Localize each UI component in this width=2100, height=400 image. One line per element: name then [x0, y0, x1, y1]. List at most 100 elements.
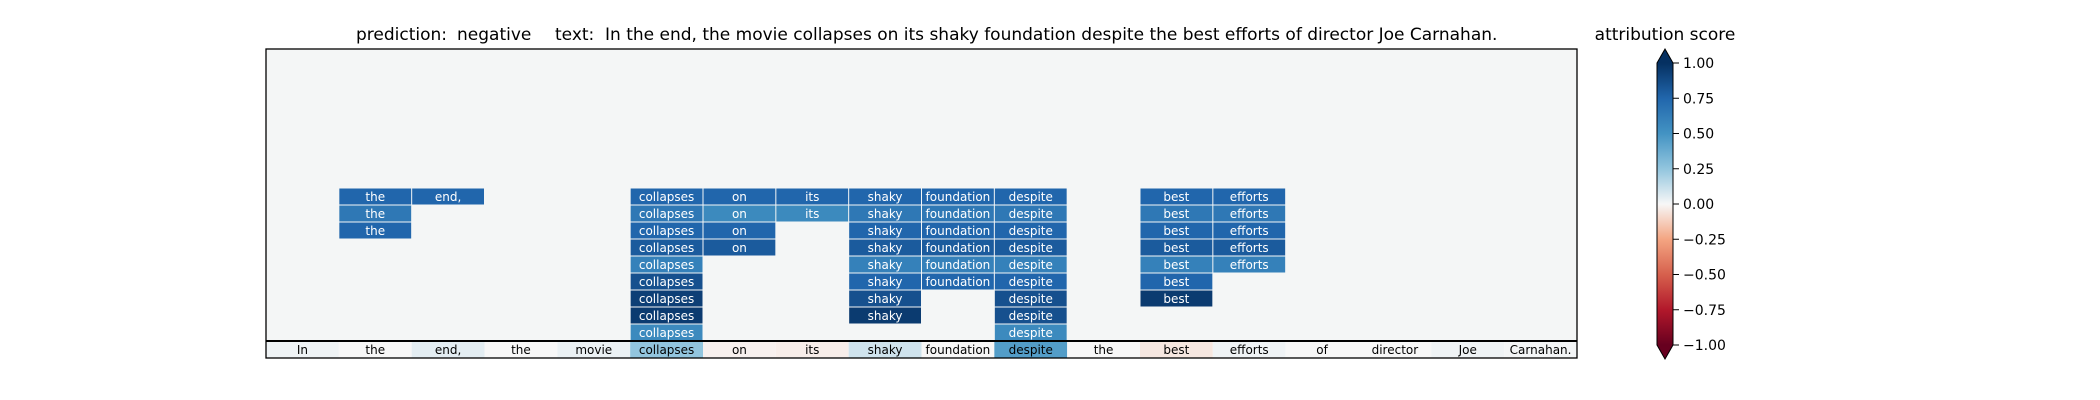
heatmap-cell-label: despite: [1009, 190, 1053, 204]
heatmap-cell-label: its: [805, 190, 819, 204]
heatmap-cell-label: collapses: [639, 326, 694, 340]
token-label: of: [1316, 343, 1328, 357]
heatmap-cell: [922, 239, 994, 256]
heatmap-cell-label: best: [1163, 224, 1189, 238]
token-cell: [775, 341, 849, 358]
token-cell: [1431, 341, 1505, 358]
heatmap-cell: [339, 222, 412, 239]
heatmap-cell: [849, 239, 921, 256]
heatmap-cell-label: its: [805, 207, 819, 221]
token-cell: [848, 341, 922, 358]
heatmap-cell-label: despite: [1009, 292, 1053, 306]
heatmap-cell: [849, 256, 921, 273]
heatmap-cell-label: despite: [1009, 309, 1053, 323]
token-cell: [1140, 341, 1213, 358]
heatmap-cell: [703, 222, 776, 239]
heatmap-cell: [922, 222, 994, 239]
heatmap-cell: [1140, 222, 1213, 239]
token-label: foundation: [926, 343, 991, 357]
token-cell: [1285, 341, 1359, 358]
colorbar-ticks: 1.00 0.75 0.50 0.25 0.00 −0.25 −0.50 −0.75 −1.00: [1673, 56, 1726, 354]
heatmap-cell: [703, 188, 776, 205]
token-cell: [1504, 341, 1577, 358]
heatmap-cell-label: the: [365, 207, 385, 221]
token-cell: [266, 341, 339, 358]
heatmap-cell-label: efforts: [1230, 190, 1269, 204]
colorbar-gradient: [1657, 63, 1673, 345]
heatmap-cell: [994, 188, 1067, 205]
heatmap-cell: [994, 239, 1067, 256]
heatmap-cell: [1213, 205, 1286, 222]
heatmap-cell-label: end,: [435, 190, 461, 204]
heatmap-frame: [265, 48, 1578, 359]
heatmap-cell: [849, 290, 921, 307]
heatmap-cell: [849, 188, 921, 205]
heatmap-cells: collapses despite collapses shaky despite col…: [339, 188, 1286, 341]
heatmap-cell: [994, 273, 1067, 290]
heatmap-cell: [339, 205, 412, 222]
colorbar-tick-label: −0.50: [1683, 268, 1726, 284]
heatmap-cell: [1140, 239, 1213, 256]
figure-title: prediction: negative text: In the end, t…: [356, 25, 1497, 45]
heatmap-cell-label: despite: [1009, 326, 1053, 340]
heatmap-cell: [1140, 273, 1213, 290]
heatmap-cell: [776, 188, 849, 205]
colorbar-tick-label: 0.00: [1683, 197, 1714, 213]
colorbar-tick-label: −1.00: [1683, 338, 1726, 354]
token-label: shaky: [868, 343, 903, 357]
heatmap-cell-label: collapses: [639, 207, 694, 221]
heatmap-cell-label: foundation: [926, 207, 991, 221]
heatmap-cell-label: best: [1163, 190, 1189, 204]
colorbar-tick-label: 1.00: [1683, 56, 1714, 72]
heatmap-cell: [994, 290, 1067, 307]
heatmap-cell-label: on: [732, 207, 747, 221]
heatmap-cell-label: despite: [1009, 207, 1053, 221]
heatmap-cell-label: collapses: [639, 309, 694, 323]
token-label: the: [365, 343, 385, 357]
heatmap-cell: [922, 256, 994, 273]
heatmap-cell-label: collapses: [639, 224, 694, 238]
plot-background: [266, 49, 1577, 341]
token-cell: [1212, 341, 1286, 358]
heatmap-cell-label: shaky: [868, 309, 903, 323]
colorbar-bottom-extension: [1657, 345, 1673, 359]
token-cell: [703, 341, 776, 358]
token-cell: [630, 341, 703, 358]
token-cell: [921, 341, 995, 358]
token-label: its: [805, 343, 819, 357]
text-label: text:: [555, 25, 594, 45]
heatmap-cell-label: despite: [1009, 275, 1053, 289]
heatmap-cell-label: despite: [1009, 224, 1053, 238]
heatmap-cell: [849, 307, 921, 324]
heatmap-cell: [1213, 239, 1286, 256]
heatmap-cell: [630, 205, 703, 222]
heatmap-cell-label: foundation: [926, 275, 991, 289]
heatmap-cell-label: collapses: [639, 258, 694, 272]
heatmap-cell: [994, 205, 1067, 222]
token-label: director: [1372, 343, 1419, 357]
token-label: end,: [435, 343, 461, 357]
colorbar-tick-label: 0.75: [1683, 91, 1714, 107]
colorbar: attribution score 1.00 0.75 0.50 0.25 0.00 −0…: [1595, 25, 1736, 361]
heatmap-cell-label: shaky: [868, 241, 903, 255]
colorbar-title: attribution score: [1595, 25, 1736, 45]
heatmap-cell-label: the: [365, 190, 385, 204]
token-label: despite: [1009, 343, 1053, 357]
heatmap-cell-label: best: [1163, 258, 1189, 272]
heatmap-cell-label: on: [732, 224, 747, 238]
colorbar-top-extension: [1657, 49, 1673, 63]
heatmap-cell-label: shaky: [868, 224, 903, 238]
heatmap-axes: collapses despite collapses shaky despite col…: [265, 48, 1578, 359]
heatmap-cell: [994, 256, 1067, 273]
heatmap-cell-label: best: [1163, 275, 1189, 289]
heatmap-cell: [922, 205, 994, 222]
token-label: Carnahan.: [1510, 343, 1572, 357]
heatmap-cell-label: shaky: [868, 275, 903, 289]
heatmap-cell: [630, 324, 703, 341]
heatmap-cell-label: on: [732, 190, 747, 204]
heatmap-cell: [994, 307, 1067, 324]
heatmap-cell: [412, 188, 484, 205]
heatmap-cell: [703, 239, 776, 256]
heatmap-cell: [1140, 256, 1213, 273]
heatmap-cell-label: best: [1163, 207, 1189, 221]
